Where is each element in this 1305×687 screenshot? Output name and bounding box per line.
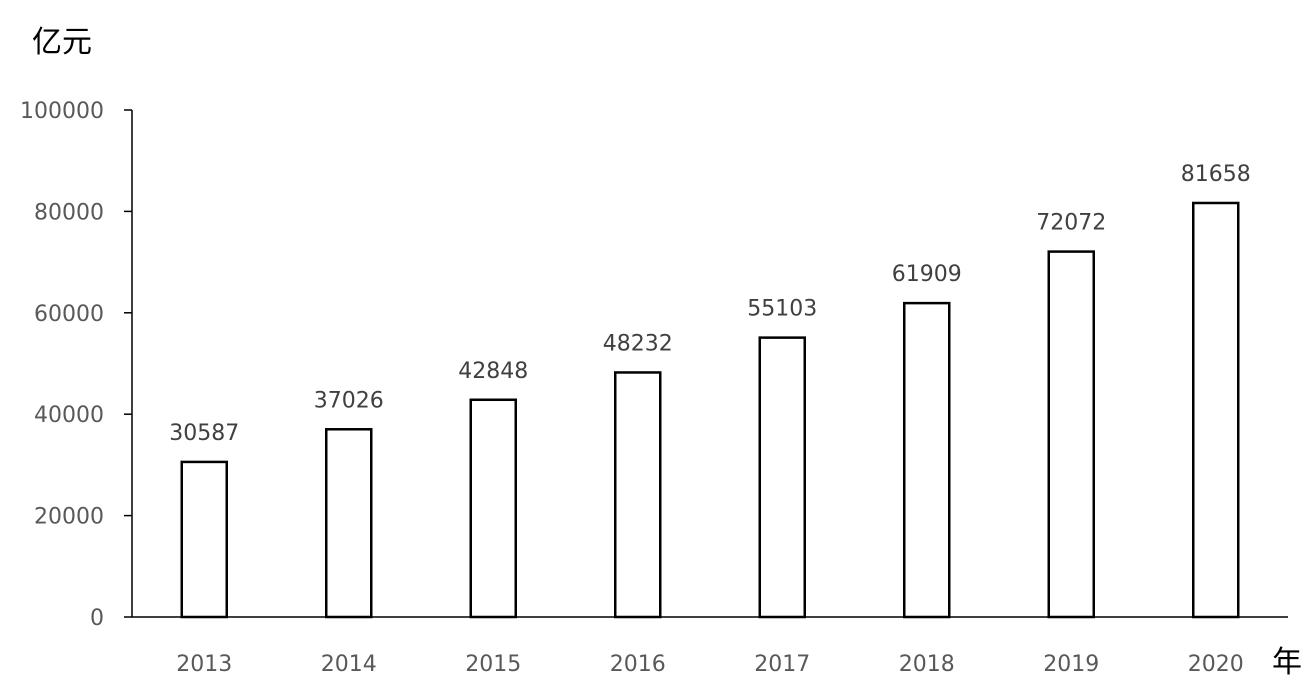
y-axis-unit-label: 亿元 [32, 25, 92, 60]
data-label: 55103 [747, 297, 817, 322]
x-tick-label: 2013 [176, 652, 232, 677]
y-tick-label: 80000 [34, 200, 104, 225]
y-tick-label: 0 [90, 606, 104, 631]
labels-group: 2013 30587 2014 37026 2015 42848 2016 48232 2017… [169, 162, 1251, 677]
bar-2013 [180, 460, 228, 619]
bar-2015 [469, 398, 517, 619]
x-tick-label: 2020 [1188, 652, 1244, 677]
data-label: 42848 [458, 359, 528, 384]
bar-2016 [614, 371, 662, 619]
bar-2018 [903, 301, 951, 619]
bars-group [180, 201, 1240, 619]
bar-2014 [325, 428, 373, 619]
y-tick-label: 100000 [20, 99, 104, 124]
x-tick-label: 2019 [1043, 652, 1099, 677]
x-tick-label: 2016 [610, 652, 666, 677]
y-tick-label: 20000 [34, 505, 104, 530]
data-label: 48232 [603, 331, 673, 356]
bar-2020 [1192, 201, 1240, 619]
x-tick-label: 2018 [899, 652, 955, 677]
x-tick-label: 2017 [754, 652, 810, 677]
x-axis-unit-label: 年 [1272, 645, 1302, 680]
data-label: 30587 [169, 421, 239, 446]
x-tick-label: 2015 [465, 652, 521, 677]
y-tick-label: 40000 [34, 403, 104, 428]
x-tick-label: 2014 [321, 652, 377, 677]
data-label: 37026 [314, 388, 384, 413]
bar-2017 [758, 336, 806, 619]
data-label: 61909 [892, 262, 962, 287]
data-label: 81658 [1181, 162, 1251, 187]
axes: 0 20000 40000 60000 80000 100000 [20, 99, 1288, 631]
y-tick-label: 60000 [34, 302, 104, 327]
data-label: 72072 [1036, 211, 1106, 236]
bar-2019 [1047, 250, 1095, 619]
